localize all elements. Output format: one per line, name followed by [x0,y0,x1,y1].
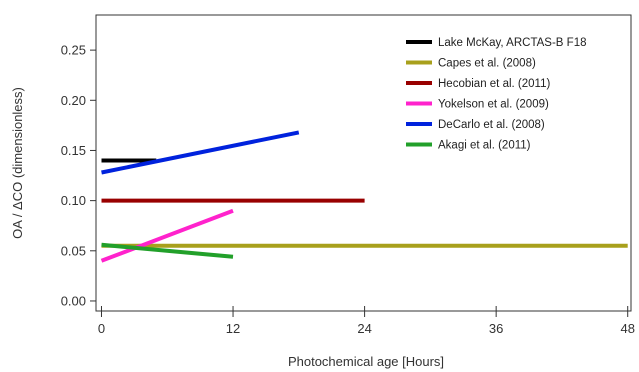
series-line-5 [101,130,300,175]
x-tick-label: 0 [98,321,105,336]
y-axis-title: OA / ΔCO (dimensionless) [10,87,25,239]
x-axis: 0 12 24 36 48 [98,306,635,336]
y-tick-label: 0.05 [61,243,86,258]
legend-label-1: Lake McKay, ARCTAS-B F18 [438,37,586,49]
legend-label-6: Akagi et al. (2011) [438,140,531,152]
legend-label-4: Yokelson et al. (2009) [438,99,549,111]
series-line-4 [100,208,234,263]
x-tick-label: 24 [357,321,371,336]
y-axis: 0.00 0.05 0.10 0.15 0.20 0.25 [61,43,96,308]
y-tick-label: 0.20 [61,93,86,108]
y-tick-label: 0.25 [61,43,86,58]
series-line-6 [101,242,234,259]
y-tick-label: 0.00 [61,293,86,308]
legend-label-5: DeCarlo et al. (2008) [438,119,545,131]
plot-series [100,130,628,263]
x-tick-label: 48 [620,321,634,336]
y-tick-label: 0.15 [61,143,86,158]
legend-label-2: Capes et al. (2008) [438,58,536,70]
x-axis-title: Photochemical age [Hours] [288,354,444,369]
plot-frame [95,14,632,312]
legend-label-3: Hecobian et al. (2011) [438,78,550,90]
y-tick-label: 0.10 [61,193,86,208]
x-tick-label: 36 [489,321,503,336]
legend: Lake McKay, ARCTAS-B F18 Capes et al. (20… [406,37,586,152]
x-tick-label: 12 [226,321,240,336]
